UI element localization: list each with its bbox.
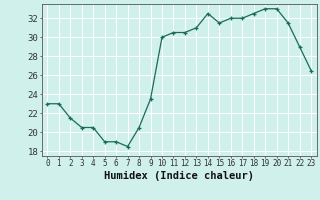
X-axis label: Humidex (Indice chaleur): Humidex (Indice chaleur) <box>104 171 254 181</box>
